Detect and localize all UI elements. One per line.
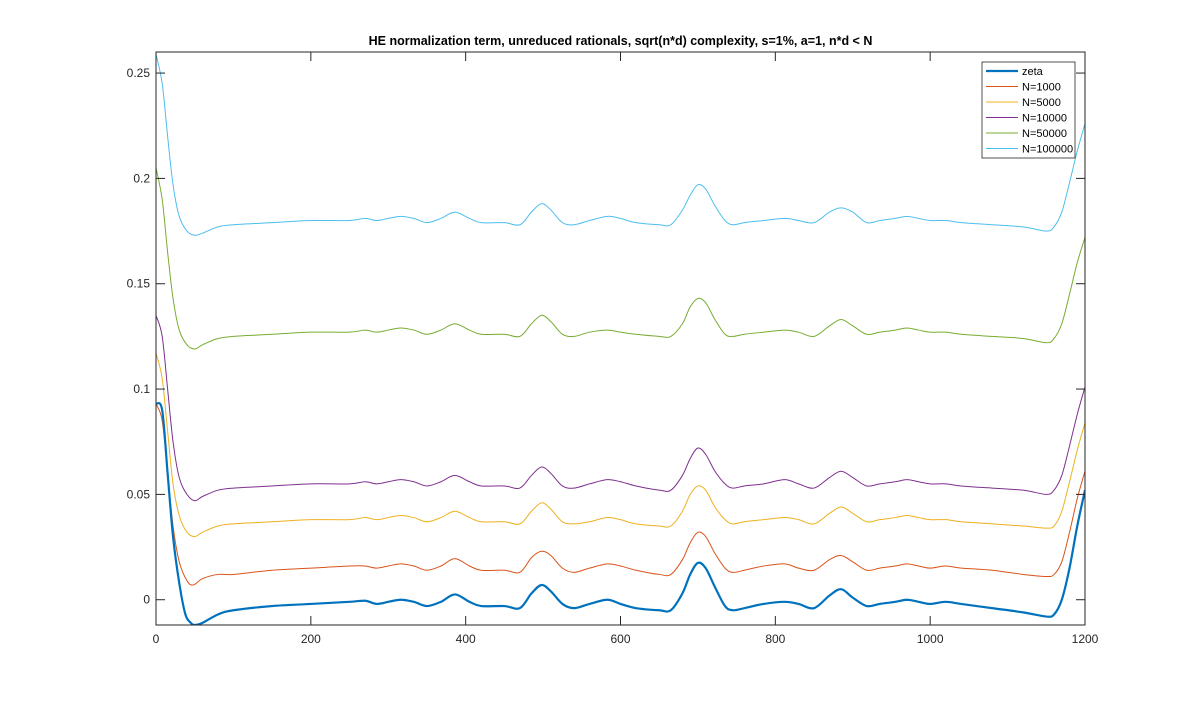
x-tick-label: 600	[610, 632, 630, 646]
legend-label: N=1000	[1022, 82, 1061, 94]
y-tick-label: 0.05	[127, 487, 151, 501]
legend: zeta N=1000 N=5000 N=10000 N=50000 N=100000	[981, 61, 1076, 159]
y-tick-label: 0.25	[127, 66, 151, 80]
legend-label: N=50000	[1022, 128, 1067, 140]
series-line-n-100000	[156, 54, 1085, 236]
y-tick-label: 0.15	[127, 277, 151, 291]
ticks-layer: 0 200 400 600 800 1000 1200 0 0.05 0.1 0.15 0.2 0.25	[127, 52, 1099, 646]
x-tick-label: 800	[765, 632, 785, 646]
plot-area	[156, 52, 1085, 625]
y-tick-label: 0.1	[133, 382, 150, 396]
legend-label: N=10000	[1022, 113, 1067, 125]
series-line-n-50000	[156, 167, 1085, 350]
x-tick-label: 1000	[917, 632, 944, 646]
y-tick-label: 0.2	[133, 171, 150, 185]
x-tick-label: 0	[153, 632, 160, 646]
series-line-n-1000	[156, 403, 1085, 586]
y-tick-label: 0	[143, 593, 150, 607]
series-layer	[156, 54, 1085, 625]
x-tick-label: 200	[301, 632, 321, 646]
legend-label: N=100000	[1022, 144, 1073, 156]
series-line-zeta	[156, 401, 1085, 625]
series-line-n-10000	[156, 315, 1085, 502]
legend-label: N=5000	[1022, 97, 1061, 109]
x-tick-label: 1200	[1072, 632, 1099, 646]
x-tick-label: 400	[456, 632, 476, 646]
legend-box	[981, 61, 1076, 159]
series-line-n-5000	[156, 353, 1085, 538]
legend-label: zeta	[1022, 66, 1044, 78]
chart-title: HE normalization term, unreduced rationa…	[369, 34, 873, 48]
